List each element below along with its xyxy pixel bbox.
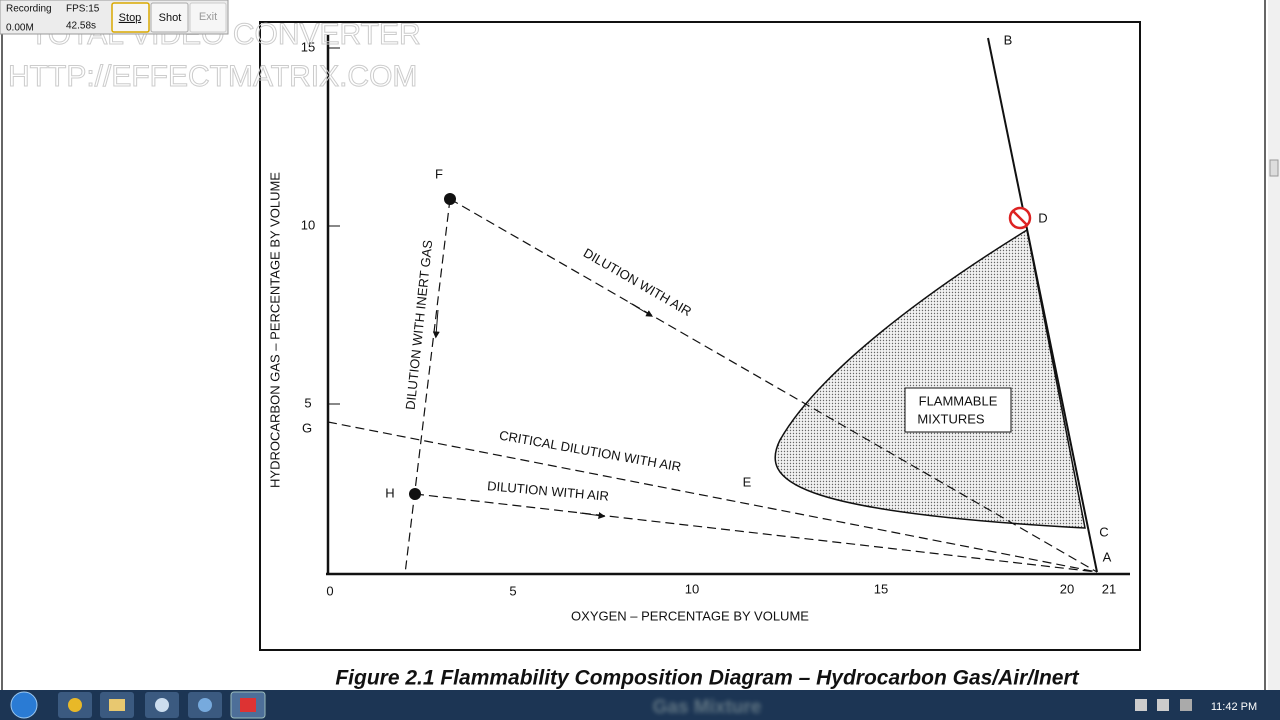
point-f xyxy=(444,193,456,205)
y-tick-label: 15 xyxy=(301,39,315,54)
flammable-region xyxy=(774,228,1086,529)
watermark: HTTP://EFFECTMATRIX.COM xyxy=(8,60,417,93)
shot-button-label[interactable]: Shot xyxy=(159,12,182,24)
point-h xyxy=(409,488,421,500)
region-label-box xyxy=(904,387,1012,433)
tray-icon[interactable] xyxy=(1180,699,1192,711)
figure-caption: Figure 2.1 Flammability Composition Diag… xyxy=(335,667,1079,690)
line-ga xyxy=(327,421,1098,573)
taskbar-icon xyxy=(198,698,212,712)
arrow xyxy=(629,302,654,317)
point-label: A xyxy=(1103,549,1112,564)
point-label: B xyxy=(1004,32,1013,47)
arrow xyxy=(432,309,440,339)
exit-button[interactable] xyxy=(189,2,227,33)
point-label: F xyxy=(435,166,443,181)
taskbar-icon xyxy=(240,698,256,712)
scrollbar[interactable] xyxy=(1268,0,1280,690)
stop-button-label[interactable]: Stop xyxy=(119,12,142,24)
x-tick-label: 10 xyxy=(685,581,699,596)
arrow xyxy=(579,512,606,519)
taskbar-icon xyxy=(109,699,125,711)
recorder-fps: FPS:15 xyxy=(66,4,100,15)
recorder-size: 0.00M xyxy=(6,23,34,34)
tray-icon[interactable] xyxy=(1135,699,1147,711)
stop-button[interactable] xyxy=(111,2,150,33)
point-label: H xyxy=(385,485,394,500)
point-label: D xyxy=(1038,210,1047,225)
y-tick-label: 5 xyxy=(304,395,311,410)
x-tick-label: 21 xyxy=(1102,581,1116,596)
region-label: FLAMMABLE xyxy=(919,393,998,408)
x-tick-label: 15 xyxy=(874,581,888,596)
line-ab xyxy=(987,37,1098,573)
recorder-status: Recording xyxy=(6,4,52,15)
shot-button[interactable] xyxy=(150,2,189,33)
diagram: 15 10 5 0 5 10 15 20 21 HYDROCARBON GAS … xyxy=(267,32,1130,623)
tray-icon[interactable] xyxy=(1157,699,1169,711)
x-tick-label: 0 xyxy=(326,583,333,598)
line-ha xyxy=(414,493,1098,573)
line-inert xyxy=(404,198,451,575)
y-tick-label: 10 xyxy=(301,217,315,232)
x-tick-label: 5 xyxy=(509,583,516,598)
taskbar-icon xyxy=(68,698,82,712)
exit-button-label[interactable]: Exit xyxy=(199,11,217,23)
region-label: MIXTURES xyxy=(917,411,985,426)
line-fa xyxy=(449,198,1098,573)
cursor-icon xyxy=(1012,210,1028,226)
recorder-time: 42.58s xyxy=(66,21,96,32)
x-axis-label: OXYGEN – PERCENTAGE BY VOLUME xyxy=(571,608,809,623)
y-axis-label: HYDROCARBON GAS – PERCENTAGE BY VOLUME xyxy=(267,172,282,488)
x-tick-label: 20 xyxy=(1060,581,1074,596)
clock[interactable]: 11:42 PM xyxy=(1211,701,1257,713)
point-label: G xyxy=(302,420,312,435)
taskbar-icon xyxy=(155,698,169,712)
point-label: E xyxy=(743,474,752,489)
scroll-thumb[interactable] xyxy=(1269,159,1279,177)
start-button[interactable] xyxy=(10,691,38,719)
caption-continuation: Gas Mixture xyxy=(653,697,762,718)
point-label: C xyxy=(1099,524,1108,539)
